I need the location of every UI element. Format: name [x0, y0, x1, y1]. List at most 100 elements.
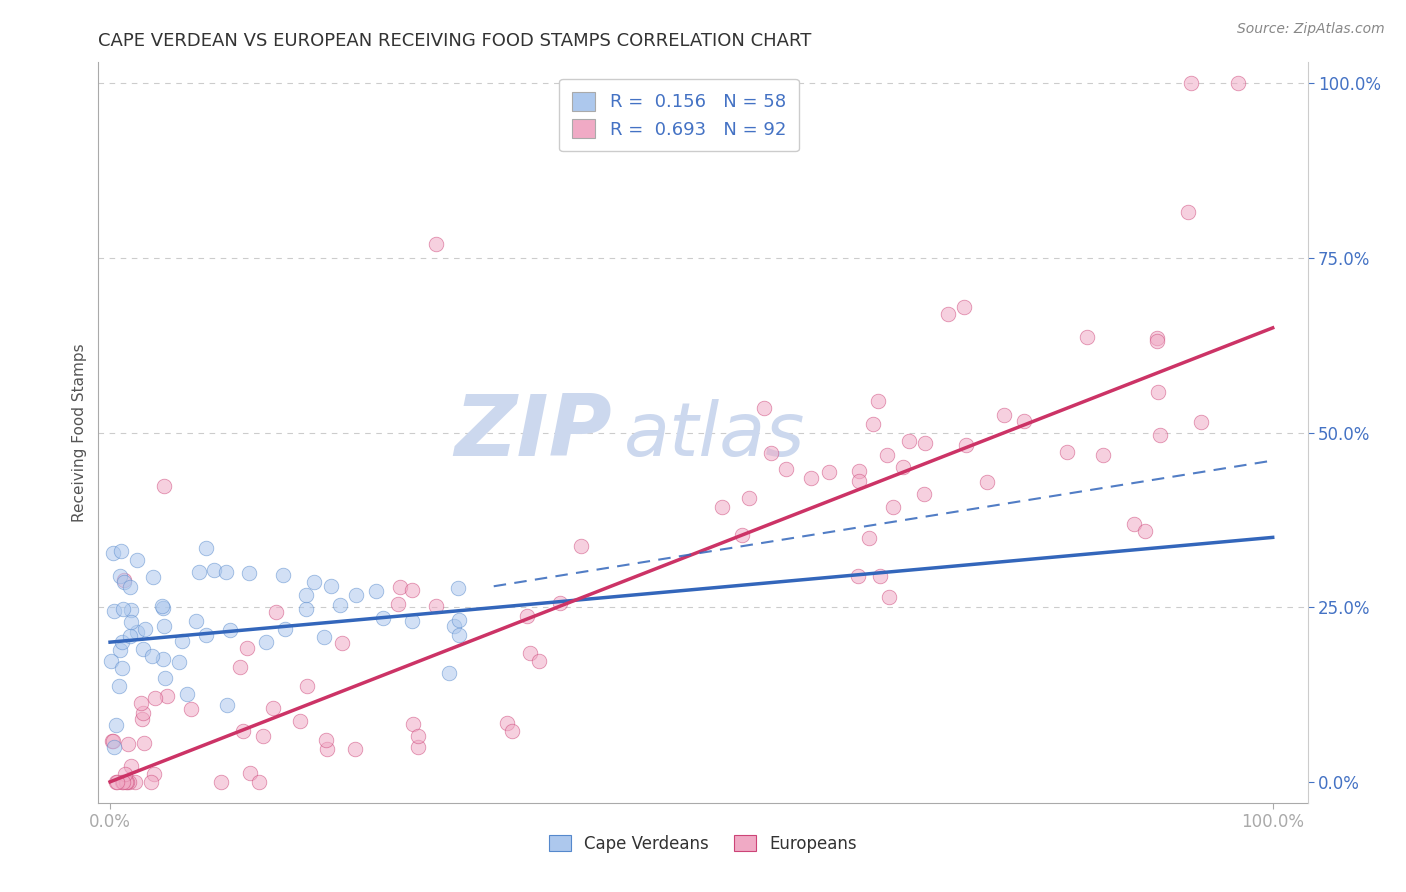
Point [387, 597, 409, 611]
Point [516, 609, 538, 624]
Point [103, 604, 125, 618]
Point [295, 588, 318, 602]
Point [153, 671, 176, 685]
Point [406, 740, 429, 755]
Point [215, 698, 238, 713]
Point [103, 739, 125, 754]
Point [288, 714, 311, 728]
Point [302, 575, 325, 590]
Point [114, 775, 136, 789]
Point [100, 654, 122, 668]
Point [180, 702, 202, 716]
Point [447, 613, 470, 627]
Text: CAPE VERDEAN VS EUROPEAN RECEIVING FOOD STAMPS CORRELATION CHART: CAPE VERDEAN VS EUROPEAN RECEIVING FOOD … [98, 32, 811, 50]
Point [1149, 427, 1171, 442]
Point [437, 666, 460, 681]
Point [731, 528, 754, 542]
Point [1014, 414, 1036, 428]
Point [519, 646, 541, 660]
Point [110, 544, 132, 558]
Point [1056, 444, 1078, 458]
Point [425, 237, 447, 252]
Point [215, 565, 238, 579]
Point [239, 765, 262, 780]
Point [1226, 76, 1249, 90]
Point [117, 737, 139, 751]
Legend: Cape Verdeans, Europeans: Cape Verdeans, Europeans [541, 826, 865, 861]
Point [800, 471, 823, 485]
Point [371, 610, 394, 624]
Point [143, 690, 166, 705]
Point [209, 775, 232, 789]
Point [389, 581, 412, 595]
Point [993, 408, 1015, 422]
Point [1180, 76, 1202, 90]
Point [112, 574, 135, 589]
Point [139, 775, 162, 789]
Point [818, 465, 841, 479]
Point [131, 697, 153, 711]
Point [132, 736, 155, 750]
Point [1091, 448, 1114, 462]
Point [232, 723, 254, 738]
Point [447, 628, 470, 642]
Point [170, 634, 193, 648]
Point [858, 532, 880, 546]
Point [252, 730, 274, 744]
Point [315, 733, 337, 747]
Point [132, 642, 155, 657]
Point [295, 601, 318, 615]
Point [142, 570, 165, 584]
Point [955, 438, 977, 452]
Point [120, 615, 142, 629]
Point [882, 500, 904, 514]
Point [329, 599, 352, 613]
Point [218, 624, 240, 638]
Point [1189, 416, 1212, 430]
Point [759, 445, 782, 459]
Point [1147, 385, 1170, 400]
Point [105, 775, 128, 789]
Point [495, 716, 517, 731]
Point [869, 569, 891, 583]
Point [976, 475, 998, 490]
Point [125, 553, 148, 567]
Point [104, 775, 127, 789]
Point [107, 679, 129, 693]
Point [443, 619, 465, 633]
Point [167, 656, 190, 670]
Point [108, 643, 131, 657]
Point [111, 775, 134, 789]
Point [111, 661, 134, 675]
Point [321, 579, 343, 593]
Point [752, 401, 775, 415]
Point [188, 565, 211, 579]
Point [111, 775, 134, 789]
Point [264, 605, 287, 619]
Point [366, 584, 388, 599]
Point [848, 474, 870, 488]
Point [152, 479, 174, 493]
Point [120, 580, 142, 594]
Point [274, 622, 297, 636]
Point [120, 603, 142, 617]
Point [195, 628, 218, 642]
Point [101, 546, 124, 560]
Point [153, 618, 176, 632]
Point [401, 583, 423, 598]
Point [142, 767, 165, 781]
Point [952, 300, 974, 314]
Point [344, 587, 367, 601]
Point [527, 654, 550, 668]
Point [548, 596, 571, 610]
Point [344, 742, 367, 756]
Point [936, 308, 959, 322]
Point [425, 599, 447, 613]
Point [254, 635, 277, 649]
Point [111, 635, 134, 649]
Point [330, 636, 353, 650]
Point [111, 602, 134, 616]
Point [912, 486, 935, 500]
Point [120, 759, 142, 773]
Point [271, 567, 294, 582]
